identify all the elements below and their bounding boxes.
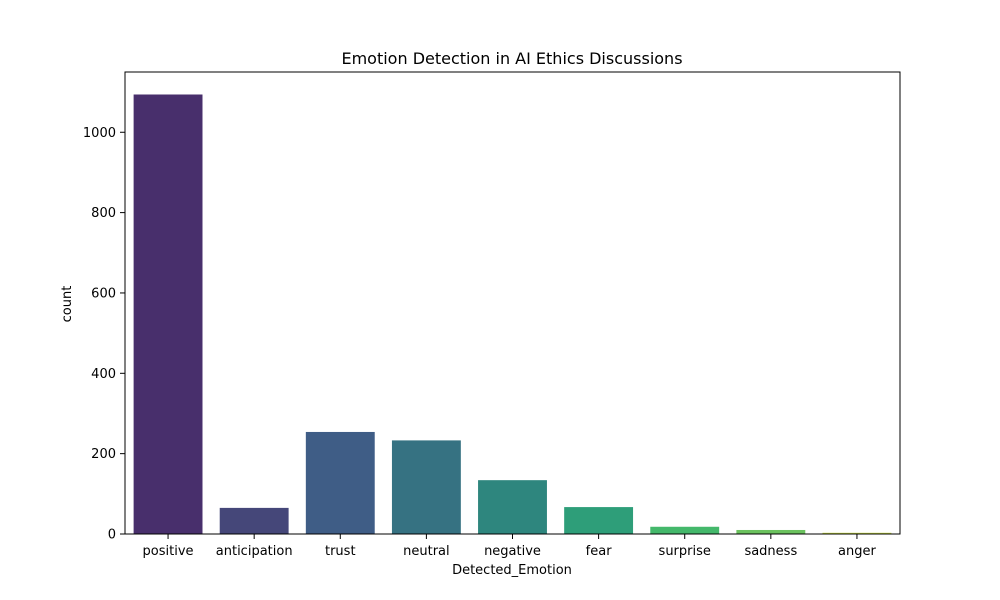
y-tick-label-600: 600 [91,286,116,301]
x-tick-label-fear: fear [586,544,613,559]
bar-sadness [736,529,806,534]
y-axis-ticks: 0 200 400 600 800 1000 [83,126,125,543]
x-tick-label-surprise: surprise [659,544,711,559]
y-tick-label-1000: 1000 [83,126,116,141]
bars-group [133,94,892,535]
chart-title: Emotion Detection in AI Ethics Discussio… [341,49,682,68]
x-tick-label-sadness: sadness [744,544,797,559]
x-tick-label-positive: positive [143,544,194,559]
x-tick-label-negative: negative [484,544,541,559]
x-tick-label-trust: trust [325,544,356,559]
plot-frame [124,71,901,535]
y-tick-label-200: 200 [91,447,116,462]
bar-fear [564,507,634,534]
y-tick-label-0: 0 [108,528,116,543]
y-tick-label-800: 800 [91,206,116,221]
bar-anger [822,532,892,534]
y-axis-label: count [60,286,75,323]
x-tick-label-anger: anger [838,544,876,559]
x-tick-label-anticipation: anticipation [216,544,293,559]
x-tick-label-neutral: neutral [403,544,450,559]
bar-neutral [391,440,461,534]
x-axis-label: Detected_Emotion [452,563,572,578]
bar-surprise [650,526,720,534]
y-tick-label-400: 400 [91,367,116,382]
bar-trust [305,431,375,534]
bar-negative [478,480,547,534]
bar-anticipation [219,507,289,534]
bar-positive [133,94,203,535]
x-axis-ticks: positive anticipation trust neutral negative… [143,534,876,559]
